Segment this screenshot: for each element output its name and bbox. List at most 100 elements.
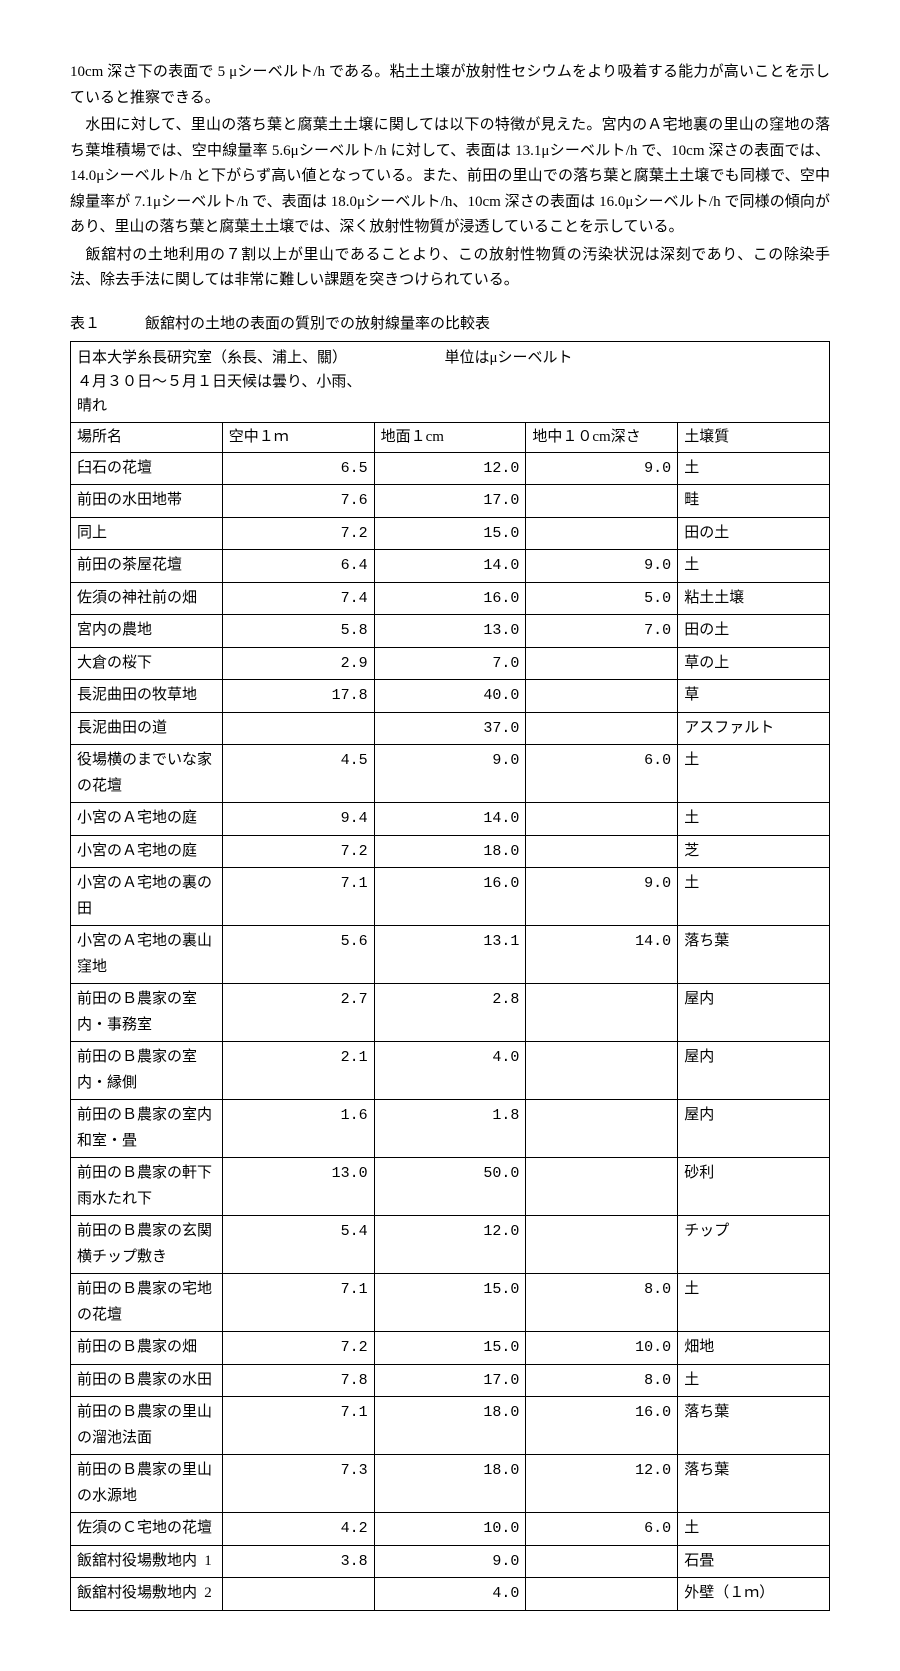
cell-air: 7.3	[222, 1455, 374, 1513]
cell-air: 7.2	[222, 517, 374, 550]
cell-air: 3.8	[222, 1545, 374, 1578]
cell-soil: 屋内	[678, 1042, 830, 1100]
cell-surf: 18.0	[374, 835, 526, 868]
cell-soil: 落ち葉	[678, 1455, 830, 1513]
cell-air: 6.4	[222, 550, 374, 583]
cell-place: 飯舘村役場敷地内2	[71, 1578, 223, 1611]
cell-air: 2.7	[222, 984, 374, 1042]
para-3: 飯舘村の土地利用の７割以上が里山であることより、この放射性物質の汚染状況は深刻で…	[70, 243, 830, 294]
cell-soil: 外壁（１ｍ）	[678, 1578, 830, 1611]
cell-air: 7.4	[222, 582, 374, 615]
table-header-block: 日本大学糸長研究室（糸長、浦上、關） 単位はμシーベルト ４月３０日〜５月１日天…	[71, 342, 830, 423]
cell-deep: 9.0	[526, 868, 678, 926]
cell-soil: 田の土	[678, 615, 830, 648]
cell-surf: 9.0	[374, 1545, 526, 1578]
cell-deep	[526, 835, 678, 868]
cell-deep: 8.0	[526, 1364, 678, 1397]
cell-air: 7.1	[222, 1274, 374, 1332]
cell-air: 2.9	[222, 647, 374, 680]
header-line-2: ４月３０日〜５月１日天候は曇り、小雨、	[77, 370, 823, 394]
cell-deep: 5.0	[526, 582, 678, 615]
cell-place: 大倉の桜下	[71, 647, 223, 680]
cell-surf: 15.0	[374, 1332, 526, 1365]
col-soil: 土壌質	[678, 423, 830, 453]
cell-surf: 50.0	[374, 1158, 526, 1216]
table-title: 表１ 飯舘村の土地の表面の質別での放射線量率の比較表	[70, 312, 830, 338]
cell-surf: 15.0	[374, 1274, 526, 1332]
cell-soil: 土	[678, 1513, 830, 1546]
cell-surf: 16.0	[374, 868, 526, 926]
cell-surf: 4.0	[374, 1042, 526, 1100]
cell-soil: 土	[678, 868, 830, 926]
cell-place: 佐須の神社前の畑	[71, 582, 223, 615]
cell-surf: 10.0	[374, 1513, 526, 1546]
cell-surf: 9.0	[374, 745, 526, 803]
cell-soil: 草の上	[678, 647, 830, 680]
header-line-3: 晴れ	[77, 394, 823, 418]
table-row: 小宮のＡ宅地の裏の田7.116.09.0土	[71, 868, 830, 926]
table-row: 前田の水田地帯7.617.0畦	[71, 485, 830, 518]
cell-surf: 12.0	[374, 452, 526, 485]
cell-deep: 6.0	[526, 745, 678, 803]
cell-deep: 9.0	[526, 550, 678, 583]
cell-deep	[526, 1042, 678, 1100]
table-row: 前田のＢ農家の宅地の花壇7.115.08.0土	[71, 1274, 830, 1332]
cell-surf: 15.0	[374, 517, 526, 550]
cell-deep	[526, 485, 678, 518]
table-row: 前田のＢ農家の玄関横チップ敷き5.412.0チップ	[71, 1216, 830, 1274]
cell-place: 小宮のＡ宅地の裏の田	[71, 868, 223, 926]
table-row: 前田のＢ農家の里山の溜池法面7.118.016.0落ち葉	[71, 1397, 830, 1455]
cell-place: 宮内の農地	[71, 615, 223, 648]
cell-deep	[526, 647, 678, 680]
table-row: 飯舘村役場敷地内13.89.0石畳	[71, 1545, 830, 1578]
table-row: 前田のＢ農家の室内・事務室2.72.8屋内	[71, 984, 830, 1042]
cell-air: 7.1	[222, 1397, 374, 1455]
cell-surf: 4.0	[374, 1578, 526, 1611]
cell-surf: 2.8	[374, 984, 526, 1042]
table-row: 同上7.215.0田の土	[71, 517, 830, 550]
cell-deep	[526, 517, 678, 550]
table-column-header: 場所名 空中１ｍ 地面１cm 地中１０cm深さ 土壌質	[71, 423, 830, 453]
cell-deep: 7.0	[526, 615, 678, 648]
cell-soil: 屋内	[678, 1100, 830, 1158]
col-air: 空中１ｍ	[222, 423, 374, 453]
cell-surf: 13.1	[374, 926, 526, 984]
table-row: 小宮のＡ宅地の庭9.414.0土	[71, 803, 830, 836]
cell-soil: アスファルト	[678, 712, 830, 745]
cell-surf: 17.0	[374, 485, 526, 518]
cell-place: 同上	[71, 517, 223, 550]
cell-deep	[526, 1216, 678, 1274]
cell-soil: 土	[678, 1364, 830, 1397]
cell-air: 7.8	[222, 1364, 374, 1397]
cell-air: 4.2	[222, 1513, 374, 1546]
cell-place: 小宮のＡ宅地の庭	[71, 803, 223, 836]
cell-soil: 畦	[678, 485, 830, 518]
cell-place: 前田のＢ農家の畑	[71, 1332, 223, 1365]
cell-deep	[526, 1100, 678, 1158]
cell-deep: 6.0	[526, 1513, 678, 1546]
cell-soil: 土	[678, 550, 830, 583]
cell-place: 前田のＢ農家の軒下雨水たれ下	[71, 1158, 223, 1216]
cell-soil: 土	[678, 1274, 830, 1332]
row-no: 1	[204, 1549, 212, 1575]
cell-soil: 落ち葉	[678, 926, 830, 984]
cell-soil: 粘土土壌	[678, 582, 830, 615]
header-line-1: 日本大学糸長研究室（糸長、浦上、關） 単位はμシーベルト	[77, 346, 823, 370]
cell-air: 5.6	[222, 926, 374, 984]
cell-surf: 13.0	[374, 615, 526, 648]
cell-place: 佐須のＣ宅地の花壇	[71, 1513, 223, 1546]
table-row: 前田のＢ農家の里山の水源地7.318.012.0落ち葉	[71, 1455, 830, 1513]
cell-place: 役場横のまでいな家の花壇	[71, 745, 223, 803]
cell-air: 2.1	[222, 1042, 374, 1100]
cell-soil: 芝	[678, 835, 830, 868]
cell-place: 長泥曲田の牧草地	[71, 680, 223, 713]
cell-air	[222, 1578, 374, 1611]
para-2: 水田に対して、里山の落ち葉と腐葉土土壌に関しては以下の特徴が見えた。宮内のＡ宅地…	[70, 113, 830, 241]
cell-air: 9.4	[222, 803, 374, 836]
cell-air: 13.0	[222, 1158, 374, 1216]
cell-surf: 17.0	[374, 1364, 526, 1397]
cell-air: 7.2	[222, 1332, 374, 1365]
cell-air: 1.6	[222, 1100, 374, 1158]
table-row: 前田の茶屋花壇6.414.09.0土	[71, 550, 830, 583]
cell-soil: 草	[678, 680, 830, 713]
